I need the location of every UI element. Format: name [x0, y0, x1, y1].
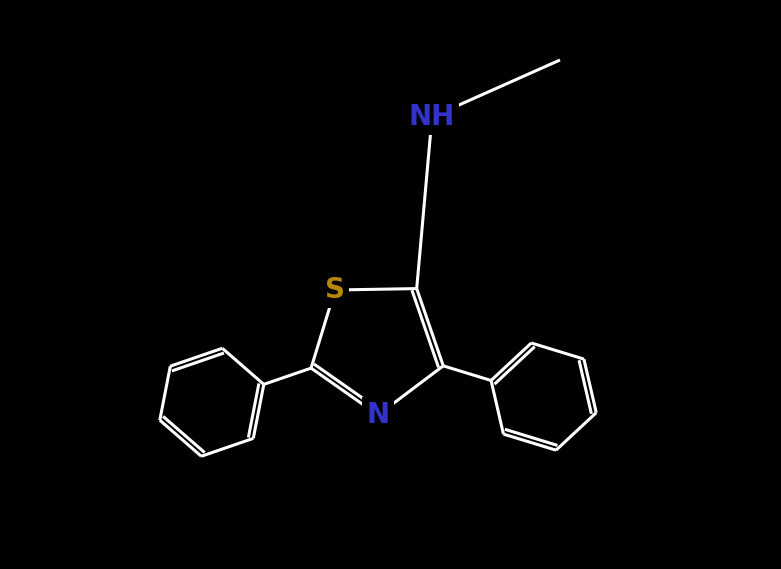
Text: NH: NH: [409, 103, 455, 131]
Text: S: S: [325, 276, 345, 304]
Text: N: N: [366, 401, 390, 429]
